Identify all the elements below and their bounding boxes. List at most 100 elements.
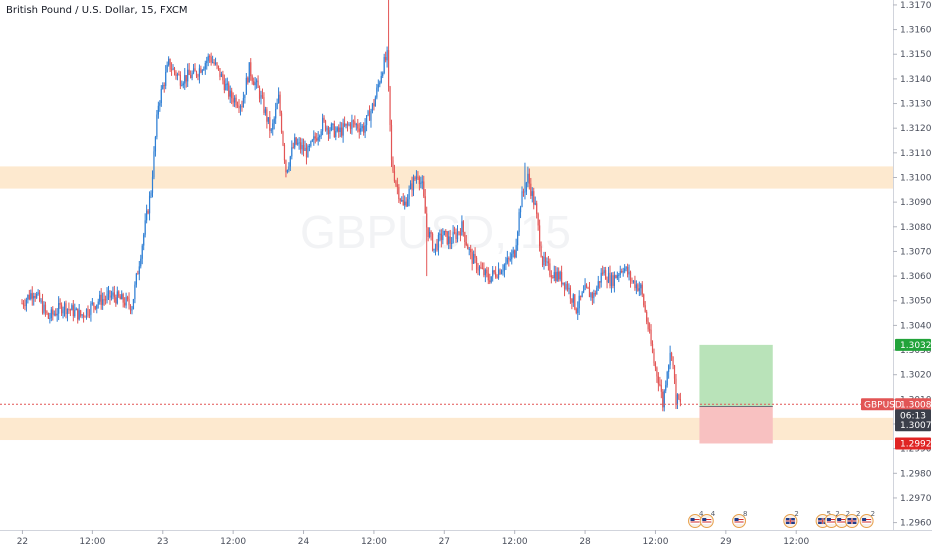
candle-body: [379, 82, 381, 85]
candle-body: [596, 287, 598, 295]
candle-body: [417, 176, 419, 178]
us-flag-event-icon[interactable]: 2: [834, 510, 850, 528]
price-tick-label: 1.30300: [900, 346, 932, 356]
candle-body: [377, 84, 379, 88]
candle-body: [332, 123, 334, 125]
candle-body: [99, 294, 101, 302]
candle-body: [583, 290, 585, 293]
price-tick-label: 1.29900: [900, 445, 932, 455]
candle-body: [492, 270, 494, 277]
price-tick-label: 1.31200: [900, 124, 932, 134]
price-axis-tag-label: 1.29921: [900, 439, 932, 449]
us-flag-event-icon[interactable]: 8: [732, 510, 748, 528]
candle-body: [621, 271, 623, 273]
candle-body: [465, 241, 467, 246]
candle-body: [44, 304, 47, 312]
target-area[interactable]: [699, 344, 773, 407]
candle-body: [301, 145, 303, 150]
candle-body: [75, 308, 77, 311]
candle-body: [93, 302, 95, 307]
event-count: 8: [743, 510, 747, 518]
price-tick-label: 1.29600: [900, 519, 932, 529]
candle-body: [650, 329, 652, 344]
us-flag-event-icon[interactable]: 4: [699, 510, 716, 528]
candle-body: [385, 57, 387, 61]
candle-body: [597, 281, 599, 288]
candle-body: [481, 268, 484, 270]
candle-body: [563, 282, 566, 289]
candle-body: [192, 68, 195, 74]
candle-body: [217, 65, 220, 69]
candle-body: [313, 136, 315, 140]
candle-body: [568, 287, 570, 290]
candle-body: [490, 276, 492, 283]
candle-body: [399, 198, 401, 201]
candle-body: [41, 300, 44, 313]
candle-body: [206, 60, 208, 64]
candle-body: [329, 130, 331, 134]
long-position-tool[interactable]: [699, 344, 773, 444]
candle-body: [594, 293, 596, 295]
price-zone: [0, 417, 893, 441]
uk-flag-event-icon[interactable]: 2: [783, 510, 799, 528]
candle-body: [103, 299, 105, 301]
candle-body: [36, 293, 38, 298]
candle-body: [593, 293, 595, 299]
candle-body: [235, 97, 237, 106]
us-flag-event-icon[interactable]: 2: [859, 510, 875, 528]
time-tick-label: 12:00: [79, 537, 105, 547]
candle-body: [584, 284, 586, 291]
candle-body: [173, 68, 176, 72]
candle-body: [69, 309, 71, 311]
candle-body: [351, 120, 353, 130]
candle-body: [135, 273, 137, 285]
time-axis[interactable]: 22 12:00 23 12:00 24 12:00 27 12:00 28 12:00 29 12:…: [17, 530, 810, 547]
candle-body: [515, 245, 517, 258]
candle-body: [446, 231, 448, 244]
candle-body: [625, 267, 627, 269]
candle-body: [335, 131, 337, 137]
candle-body: [609, 272, 611, 286]
candle-body: [602, 272, 604, 274]
candle-body: [210, 57, 212, 63]
candle-body: [65, 303, 67, 315]
candle-body: [459, 232, 462, 236]
candle-body: [345, 123, 347, 126]
candle-body: [427, 227, 429, 237]
stop-area[interactable]: [699, 406, 773, 444]
candle-body: [426, 213, 428, 228]
candle-body: [239, 106, 242, 109]
candle-body: [418, 177, 420, 185]
candle-body: [102, 299, 104, 305]
candle-body: [279, 94, 281, 114]
candle-body: [289, 156, 291, 167]
candle-body: [393, 171, 396, 182]
candle-body: [367, 111, 369, 116]
candle-body: [324, 120, 327, 131]
candle-body: [464, 232, 466, 242]
uk-flag-event-icon[interactable]: 2: [844, 510, 860, 528]
candle-body: [565, 284, 567, 289]
candle-body: [128, 298, 130, 306]
candle-body: [113, 292, 115, 298]
candle-body: [28, 294, 30, 300]
candle-body: [156, 114, 158, 137]
price-tick-label: 1.31500: [900, 50, 932, 60]
candle-body: [398, 187, 400, 199]
candle-body: [269, 117, 271, 131]
candle-body: [195, 71, 198, 76]
price-tick-label: 1.29800: [900, 469, 932, 479]
candle-body: [91, 302, 93, 304]
candle-body: [31, 293, 33, 299]
candle-body: [539, 225, 541, 247]
candle-body: [157, 105, 159, 115]
candle-body: [190, 74, 192, 79]
candle-body: [433, 248, 435, 251]
candle-body: [440, 233, 442, 241]
candle-body: [94, 306, 96, 309]
candle-body: [154, 136, 157, 152]
candle-body: [175, 71, 177, 76]
candle-body: [260, 95, 262, 99]
